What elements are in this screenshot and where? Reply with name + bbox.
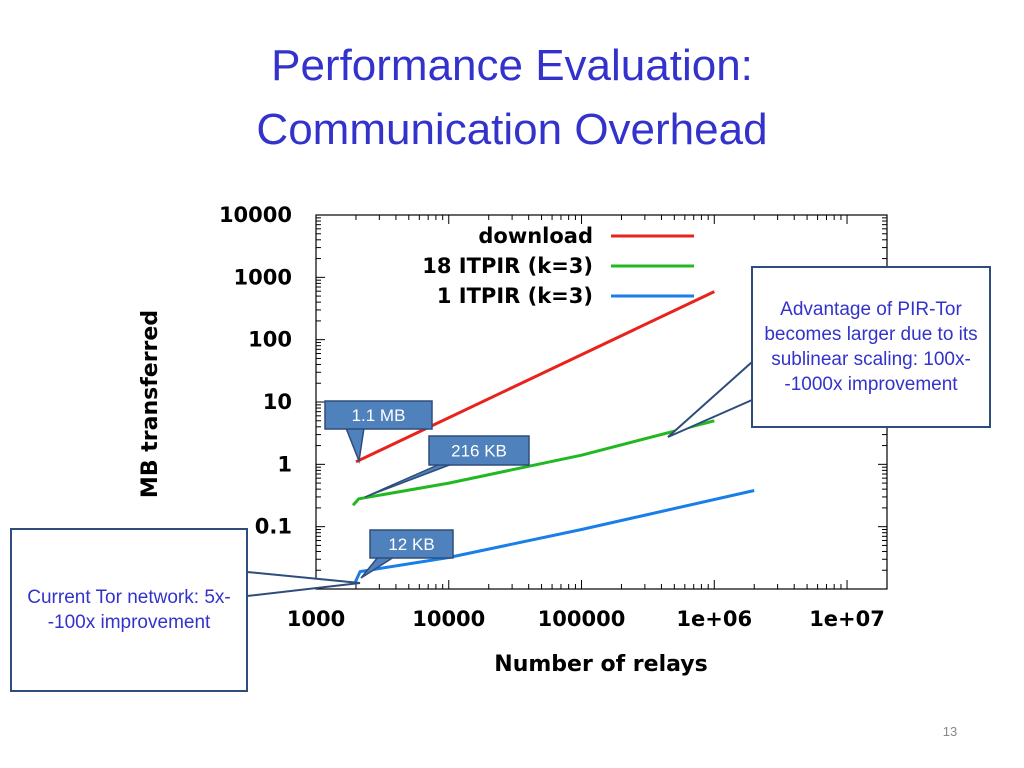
slide-number: 13 [942,724,958,739]
callout-pir-advantage: Advantage of PIR-Tor becomes larger due … [751,266,991,428]
y-tick-label: 1 [277,452,292,476]
data-label: 12 KB [388,535,434,554]
x-axis-label: Number of relays [494,652,707,677]
slide-title-line2: Communication Overhead [256,105,768,154]
x-tick-label: 1e+07 [809,607,885,631]
series-line-download [355,290,715,464]
callout-current-tor-text: Current Tor network: 5x--100x improvemen… [27,587,231,633]
data-labels: 1.1 MB 216 KB 12 KB [324,400,530,579]
data-label-box [369,529,454,559]
slide-title-line1: Performance Evaluation: [271,41,753,90]
legend-label: 1 ITPIR (k=3) [437,284,593,308]
y-tick-label: 1000 [234,265,292,289]
y-tick-label: 100 [248,328,292,352]
data-label-box [428,435,530,466]
x-tick-label: 10000 [412,607,485,631]
y-axis-label: MB transferred [138,310,163,498]
data-label: 1.1 MB [352,406,406,425]
legend: download 18 ITPIR (k=3) 1 ITPIR (k=3) [422,224,694,308]
callout-current-tor: Current Tor network: 5x--100x improvemen… [10,528,248,692]
legend-label: download [478,224,593,248]
x-tick-label: 100000 [538,607,626,631]
x-tick-label: 1e+06 [676,607,752,631]
y-tick-label: 10 [263,390,292,414]
y-tick-label: 10000 [219,203,292,227]
data-label-box [324,400,433,430]
x-tick-label: 1000 [287,607,345,631]
callout-pir-advantage-text: Advantage of PIR-Tor becomes larger due … [764,299,978,395]
y-tick-label: 0.1 [255,515,292,539]
data-label: 216 KB [451,442,507,461]
series-line-18-itpir-k-3- [351,419,715,507]
legend-label: 18 ITPIR (k=3) [422,254,593,278]
